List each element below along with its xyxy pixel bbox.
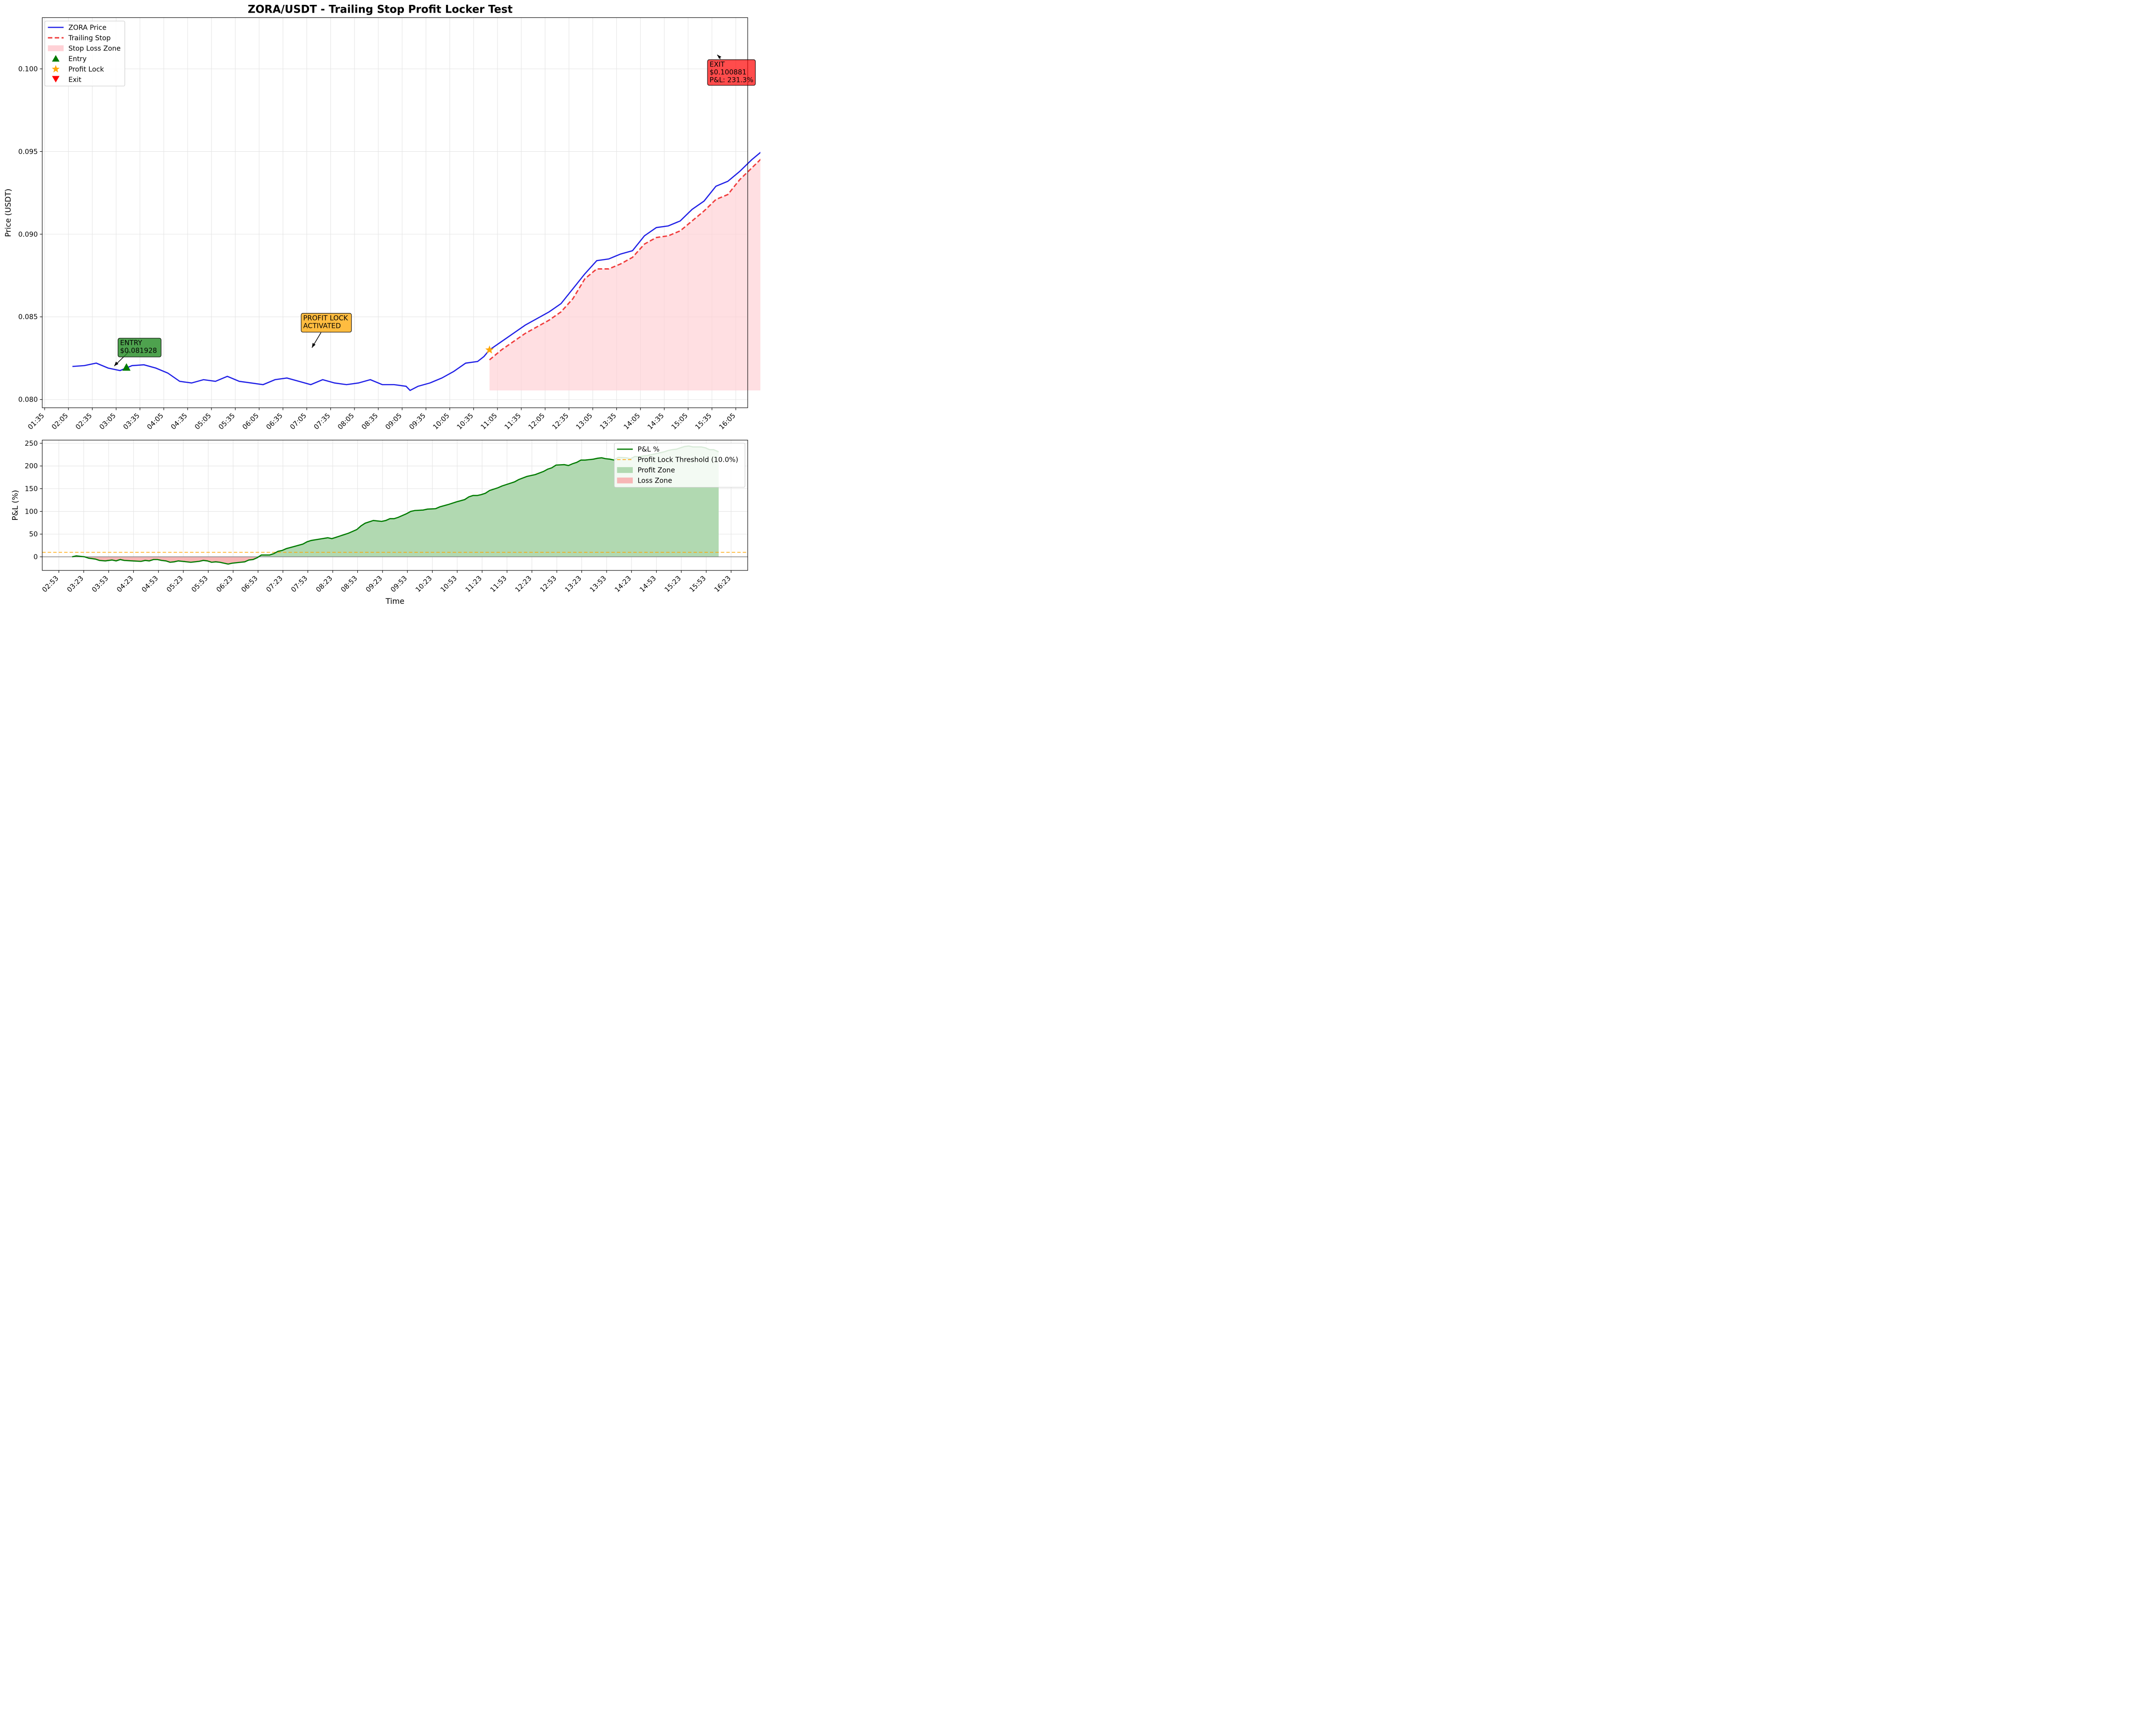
legend-loss-zone-swatch <box>617 477 633 484</box>
price-y-axis-label: Price (USDT) <box>3 189 13 237</box>
pnl-y-ticks: 0 50 100 150 200 250 <box>25 440 43 561</box>
entry-arrowhead <box>114 361 119 366</box>
legend-profit-lock-label: Profit Lock <box>68 65 104 73</box>
entry-label-box <box>117 338 161 357</box>
stop-loss-zone-area <box>489 160 760 390</box>
pnl-y-tick-label: 250 <box>25 440 38 448</box>
profit-lock-annotation: PROFIT LOCK ACTIVATED <box>301 313 352 348</box>
pnl-legend: P&L % Profit Lock Threshold (10.0%) Prof… <box>614 443 745 488</box>
exit-arrowhead <box>717 54 722 59</box>
legend-entry-marker <box>52 55 60 62</box>
profit-lock-label: PROFIT LOCK <box>303 315 348 323</box>
legend-profit-zone-label: Profit Zone <box>638 467 675 474</box>
pnl-x-axis-label: Time <box>385 597 404 606</box>
price-y-ticks: 0.080 0.085 0.090 0.095 0.100 <box>18 65 43 404</box>
legend-trailing-stop-label: Trailing Stop <box>68 34 111 42</box>
legend-profit-zone-swatch <box>617 467 633 473</box>
price-axes-frame <box>42 17 748 408</box>
pnl-y-tick-label: 50 <box>29 531 38 538</box>
price-y-tick-label: 0.080 <box>18 396 38 404</box>
legend-entry-label: Entry <box>68 55 87 63</box>
trade-markers <box>122 345 494 371</box>
figure-canvas: ZORA/USDT - Trailing Stop Profit Locker … <box>0 0 760 610</box>
exit-price-label: $0.100881 <box>709 68 746 76</box>
entry-marker <box>122 363 131 371</box>
zora-price-line <box>72 151 760 391</box>
pnl-axes-frame <box>42 439 748 571</box>
pnl-y-tick-label: 0 <box>33 553 38 561</box>
chart-figure: ZORA/USDT - Trailing Stop Profit Locker … <box>0 0 760 610</box>
legend-profit-lock-marker <box>51 65 60 73</box>
legend-stop-zone-label: Stop Loss Zone <box>68 45 121 52</box>
pnl-y-tick-label: 100 <box>25 508 38 516</box>
legend-pnl-label: P&L % <box>638 446 660 453</box>
exit-label-box <box>707 59 756 86</box>
loss-zone-area <box>72 557 719 565</box>
price-y-tick-label: 0.100 <box>18 65 38 73</box>
pnl-legend-box <box>614 443 745 488</box>
legend-exit-label: Exit <box>68 76 81 84</box>
legend-loss-zone-label: Loss Zone <box>638 477 672 485</box>
pnl-y-axis-label: P&L (%) <box>11 490 20 520</box>
trailing-stop-line <box>489 159 760 360</box>
profit-lock-status-label: ACTIVATED <box>303 322 341 330</box>
legend-threshold-label: Profit Lock Threshold (10.0%) <box>638 456 739 464</box>
price-y-tick-label: 0.090 <box>18 231 38 239</box>
pnl-y-tick-label: 150 <box>25 485 38 493</box>
profit-lock-label-box <box>301 313 352 333</box>
price-legend-box <box>44 20 125 86</box>
legend-stop-zone-swatch <box>48 45 64 51</box>
profit-zone-area <box>72 446 719 557</box>
profit-lock-marker <box>485 345 494 354</box>
legend-exit-marker <box>52 76 60 82</box>
price-y-tick-label: 0.085 <box>18 313 38 321</box>
exit-pnl-label: P&L: 231.3% <box>709 76 753 84</box>
price-legend: ZORA Price Trailing Stop Stop Loss Zone … <box>44 20 125 86</box>
pnl-y-tick-label: 200 <box>25 463 38 470</box>
profit-lock-arrowhead <box>312 343 316 348</box>
entry-annotation: ENTRY $0.081928 <box>114 338 161 367</box>
price-y-tick-label: 0.095 <box>18 148 38 156</box>
price-chart-title: ZORA/USDT - Trailing Stop Profit Locker … <box>248 3 513 16</box>
exit-annotation: EXIT $0.100881 P&L: 231.3% <box>707 54 756 86</box>
exit-label: EXIT <box>709 61 725 69</box>
entry-price-label: $0.081928 <box>120 347 157 355</box>
legend-price-label: ZORA Price <box>68 24 106 32</box>
entry-label: ENTRY <box>120 340 143 347</box>
